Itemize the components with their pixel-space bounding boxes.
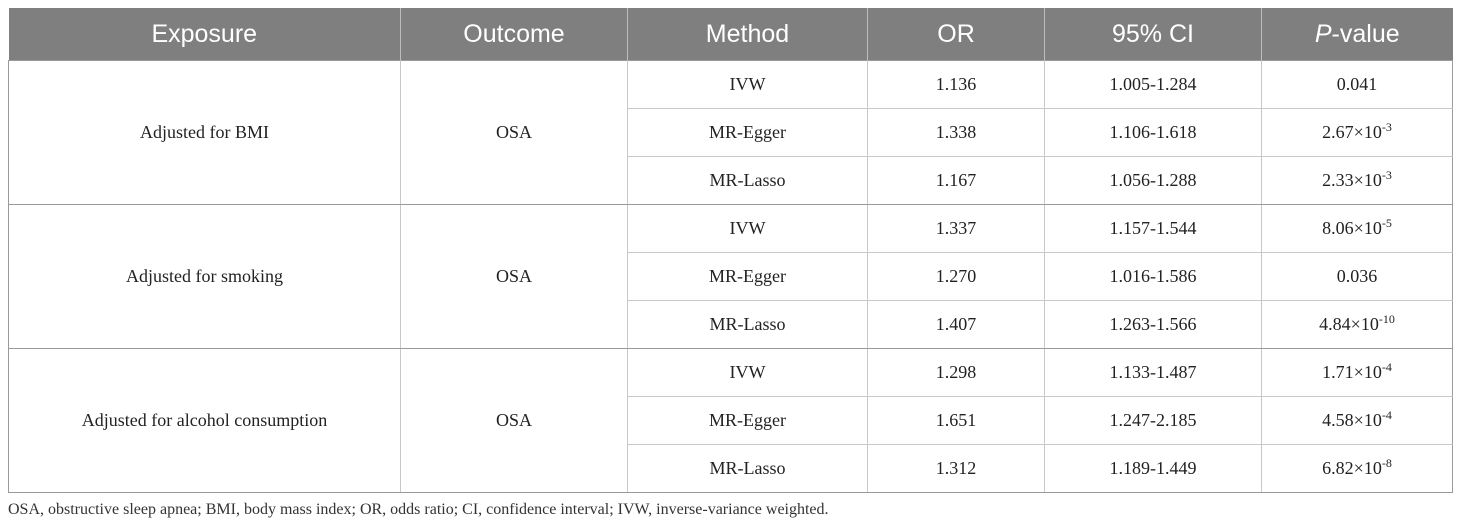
- ci-cell: 1.106-1.618: [1044, 108, 1262, 157]
- header-p-italic: P: [1314, 19, 1332, 48]
- method-cell: IVW: [627, 60, 868, 109]
- p-value-exponent: -5: [1381, 216, 1392, 230]
- or-cell: 1.298: [867, 348, 1045, 397]
- p-value-base: 6.82×10: [1322, 458, 1382, 478]
- exposure-cell: Adjusted for alcohol consumption: [8, 348, 401, 493]
- or-cell: 1.136: [867, 60, 1045, 109]
- table-row: Adjusted for BMI OSA IVW 1.136 1.005-1.2…: [8, 60, 1453, 205]
- p-value-base: 0.041: [1336, 74, 1378, 94]
- header-outcome: Outcome: [400, 8, 628, 61]
- p-value-cell: 1.71×10-4: [1261, 348, 1453, 397]
- table-row: MR-Egger 1.270 1.016-1.586 0.036: [9, 252, 1453, 301]
- p-value-base: 0.036: [1336, 266, 1378, 286]
- p-value-cell: 0.041: [1261, 60, 1453, 109]
- method-cell: IVW: [627, 348, 868, 397]
- method-cell: MR-Egger: [627, 108, 868, 157]
- p-value-cell: 2.67×10-3: [1261, 108, 1453, 157]
- outcome-cell: OSA: [400, 204, 628, 349]
- exposure-cell: Adjusted for BMI: [8, 60, 401, 205]
- exposure-cell: Adjusted for smoking: [8, 204, 401, 349]
- ci-cell: 1.247-2.185: [1044, 396, 1262, 445]
- p-value-cell: 8.06×10-5: [1261, 204, 1453, 253]
- p-value-exponent: -3: [1381, 120, 1392, 134]
- table-row: MR-Egger 1.338 1.106-1.618 2.67×10-3: [9, 108, 1453, 157]
- results-table: Exposure Outcome Method OR 95% CI P-valu…: [8, 8, 1453, 493]
- p-value-exponent: -3: [1381, 168, 1392, 182]
- table-row: Adjusted for smoking OSA IVW 1.337 1.157…: [8, 204, 1453, 349]
- p-value-base: 4.84×10: [1319, 314, 1379, 334]
- method-cell: IVW: [627, 204, 868, 253]
- p-value-cell: 6.82×10-8: [1261, 444, 1453, 493]
- p-value-base: 8.06×10: [1322, 218, 1382, 238]
- p-value-exponent: -4: [1381, 360, 1392, 374]
- or-cell: 1.338: [867, 108, 1045, 157]
- table-footnote: OSA, obstructive sleep apnea; BMI, body …: [8, 501, 829, 518]
- p-value-exponent: -8: [1381, 456, 1392, 470]
- outcome-cell: OSA: [400, 348, 628, 493]
- outcome-cell: OSA: [400, 60, 628, 205]
- ci-cell: 1.005-1.284: [1044, 60, 1262, 109]
- ci-cell: 1.157-1.544: [1044, 204, 1262, 253]
- table-row: MR-Lasso 1.407 1.263-1.566 4.84×10-10: [9, 300, 1453, 349]
- table-row: MR-Lasso 1.312 1.189-1.449 6.82×10-8: [9, 444, 1453, 493]
- or-cell: 1.270: [867, 252, 1045, 301]
- p-value-base: 2.67×10: [1322, 122, 1382, 142]
- or-cell: 1.651: [867, 396, 1045, 445]
- p-value-cell: 0.036: [1261, 252, 1453, 301]
- method-cell: MR-Lasso: [627, 156, 868, 205]
- table-row: MR-Lasso 1.167 1.056-1.288 2.33×10-3: [9, 156, 1453, 205]
- table-row: Adjusted for alcohol consumption OSA IVW…: [8, 348, 1453, 493]
- method-cell: MR-Lasso: [627, 300, 868, 349]
- header-method: Method: [627, 8, 868, 61]
- method-cell: MR-Egger: [627, 252, 868, 301]
- p-value-exponent: -4: [1381, 408, 1392, 422]
- p-value-base: 4.58×10: [1322, 410, 1382, 430]
- method-cell: MR-Lasso: [627, 444, 868, 493]
- ci-cell: 1.016-1.586: [1044, 252, 1262, 301]
- ci-cell: 1.133-1.487: [1044, 348, 1262, 397]
- header-p-rest: -value: [1331, 19, 1400, 48]
- or-cell: 1.167: [867, 156, 1045, 205]
- p-value-base: 1.71×10: [1322, 362, 1382, 382]
- header-ci: 95% CI: [1044, 8, 1262, 61]
- p-value-cell: 4.84×10-10: [1261, 300, 1453, 349]
- p-value-exponent: -10: [1378, 312, 1395, 326]
- p-value-cell: 4.58×10-4: [1261, 396, 1453, 445]
- ci-cell: 1.263-1.566: [1044, 300, 1262, 349]
- or-cell: 1.407: [867, 300, 1045, 349]
- or-cell: 1.312: [867, 444, 1045, 493]
- p-value-cell: 2.33×10-3: [1261, 156, 1453, 205]
- p-value-base: 2.33×10: [1322, 170, 1382, 190]
- header-or: OR: [867, 8, 1045, 61]
- or-cell: 1.337: [867, 204, 1045, 253]
- header-exposure: Exposure: [8, 8, 401, 61]
- ci-cell: 1.056-1.288: [1044, 156, 1262, 205]
- header-row: Exposure Outcome Method OR 95% CI P-valu…: [8, 8, 1453, 61]
- ci-cell: 1.189-1.449: [1044, 444, 1262, 493]
- method-cell: MR-Egger: [627, 396, 868, 445]
- table-row: MR-Egger 1.651 1.247-2.185 4.58×10-4: [9, 396, 1453, 445]
- header-p-value: P-value: [1261, 8, 1453, 61]
